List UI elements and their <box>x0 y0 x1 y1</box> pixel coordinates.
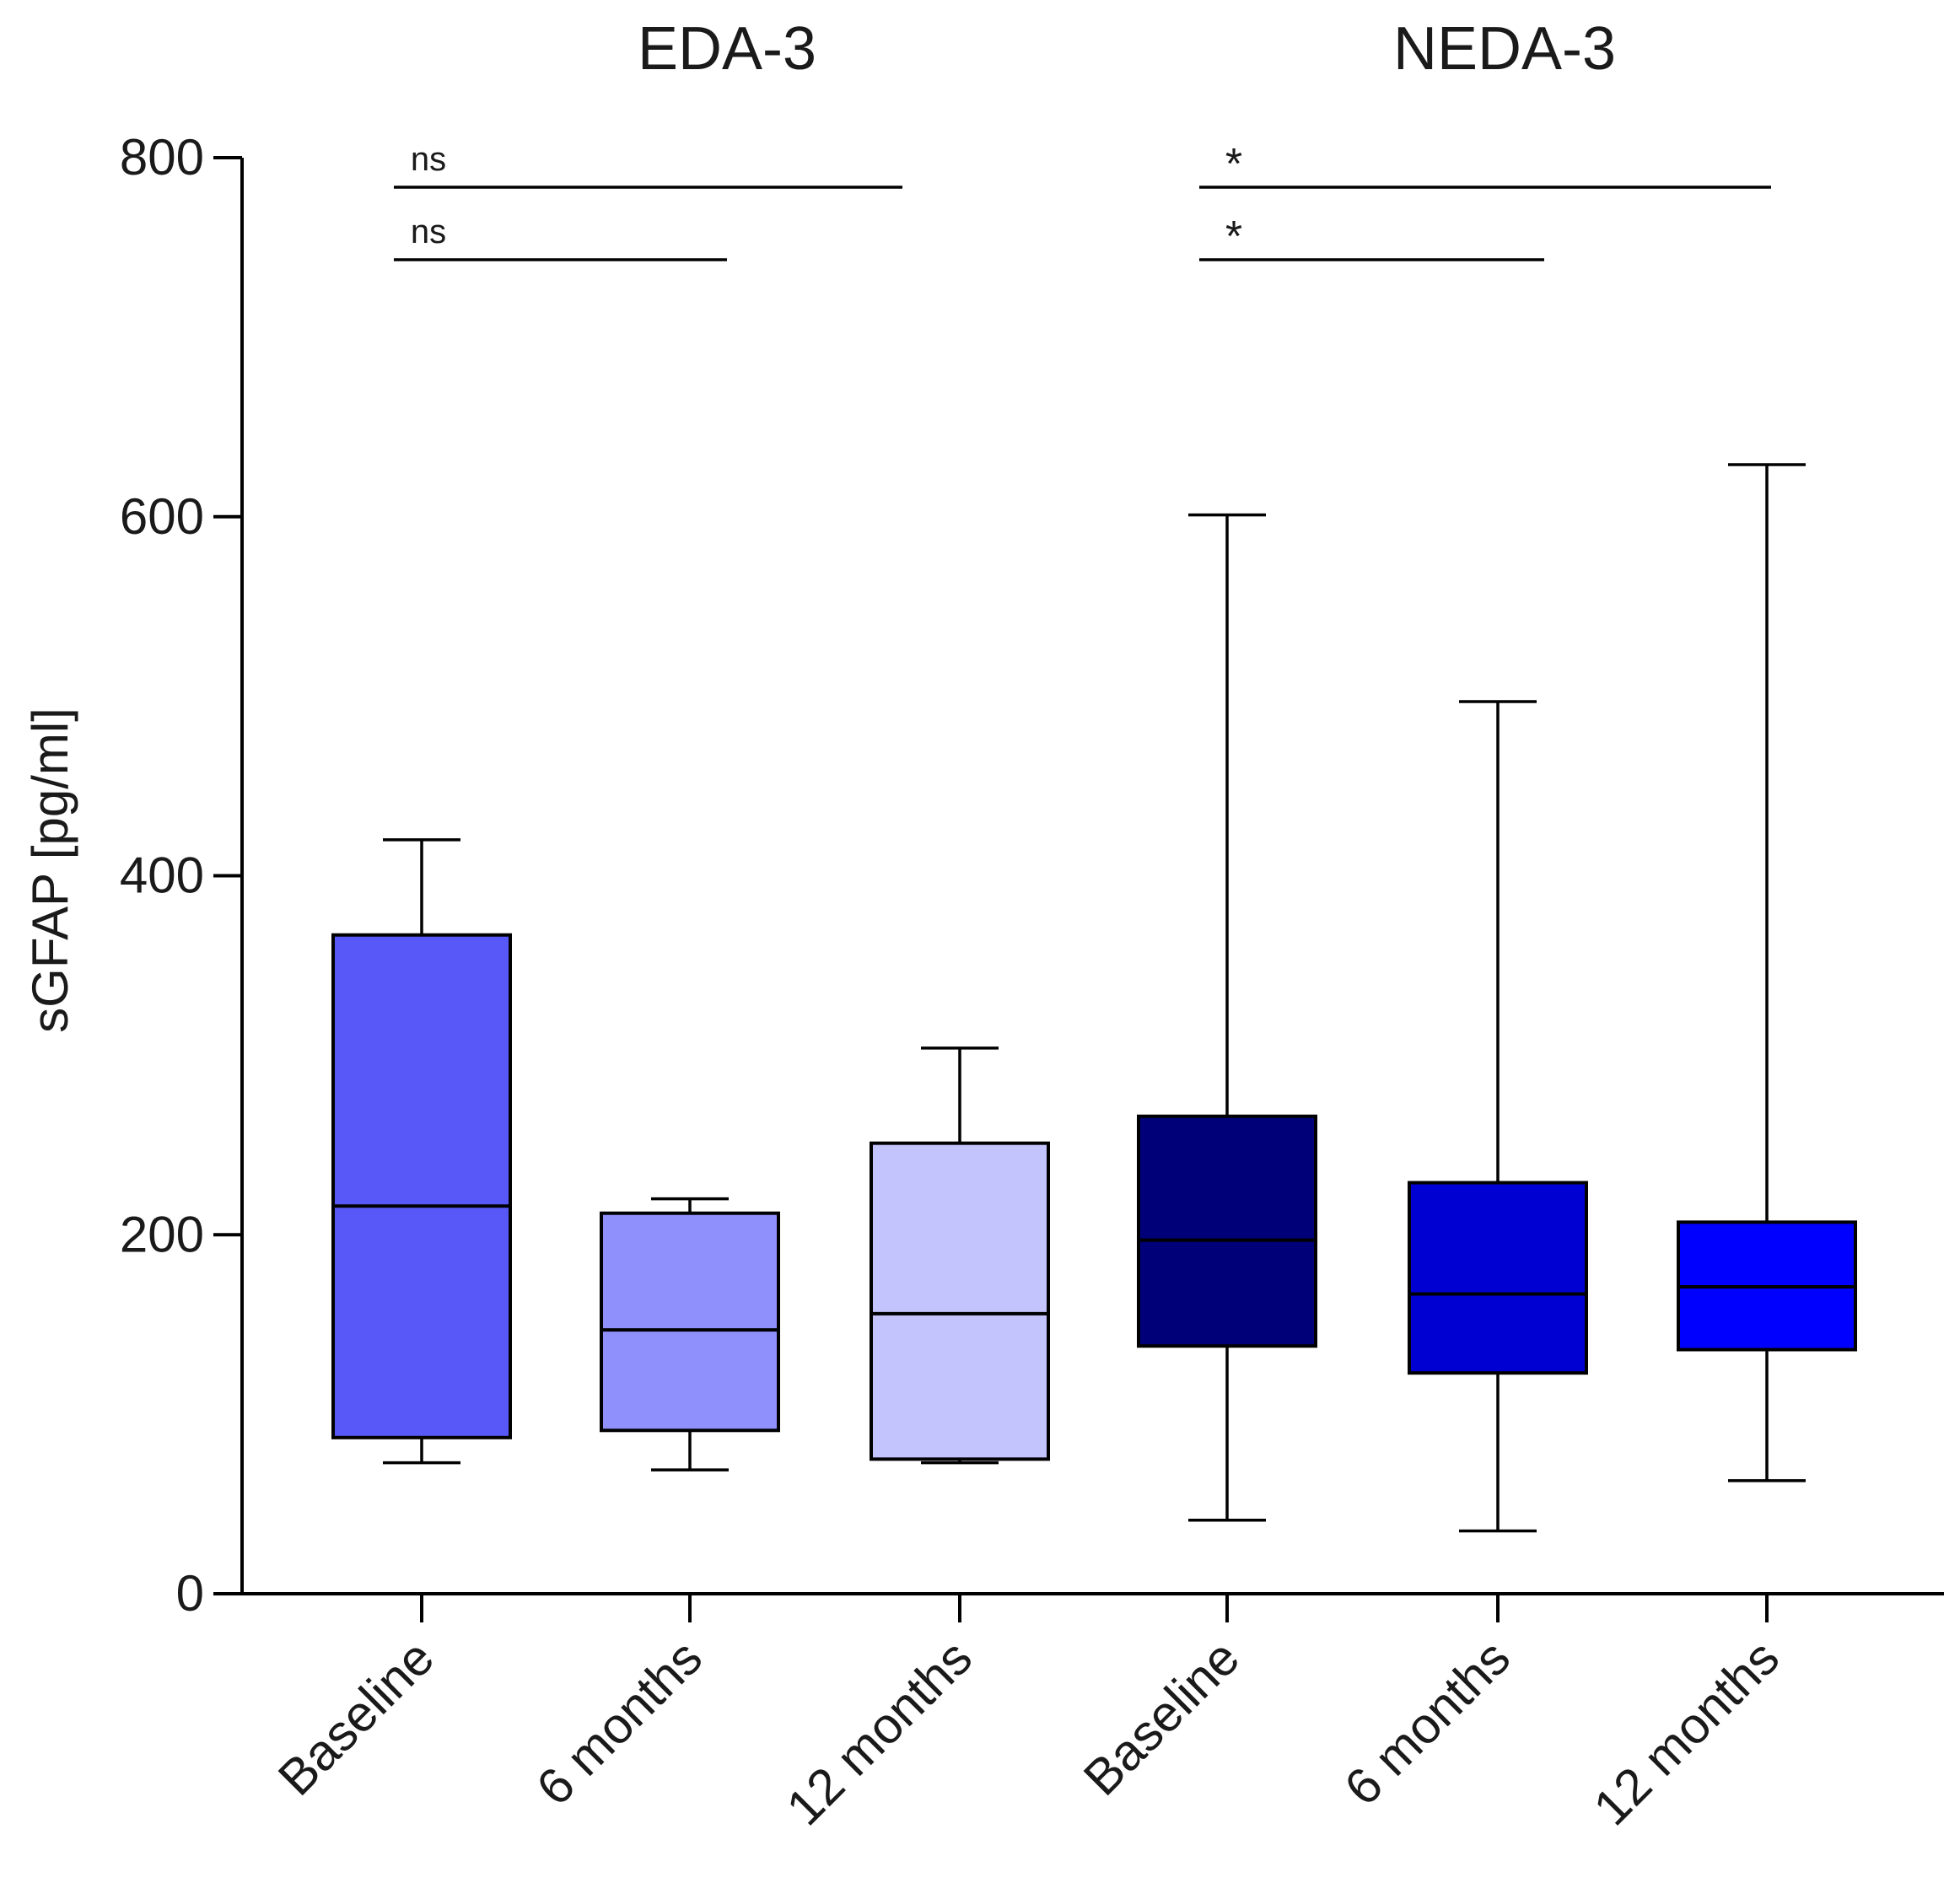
significance-label: ns <box>411 213 446 250</box>
y-tick-label: 800 <box>120 129 204 186</box>
group-labels: EDA-3 NEDA-3 <box>638 15 1616 83</box>
group-label: EDA-3 <box>638 15 816 83</box>
significance-label: * <box>1225 140 1242 189</box>
significance-annotations: ns ns * * <box>394 140 1771 261</box>
iqr-box <box>600 1211 780 1433</box>
x-tick-label: 6 months <box>525 1629 713 1816</box>
y-tick-label: 0 <box>176 1565 204 1622</box>
box-plot <box>1408 700 1588 1533</box>
box-plot <box>1137 513 1317 1522</box>
iqr-box <box>1137 1114 1317 1348</box>
iqr-box <box>331 933 512 1439</box>
x-tick-label: Baseline <box>267 1629 444 1806</box>
significance-label: * <box>1225 213 1242 261</box>
box-plot <box>870 1046 1050 1465</box>
y-axis-ticks: 0 200 400 600 800 <box>120 129 242 1622</box>
x-tick-label: 6 months <box>1333 1629 1521 1816</box>
box-series <box>331 463 1857 1533</box>
y-tick-label: 600 <box>120 488 204 545</box>
x-tick-label: Baseline <box>1073 1629 1250 1806</box>
iqr-box <box>870 1141 1050 1461</box>
x-tick-label: 12 months <box>1583 1629 1790 1836</box>
y-tick-label: 400 <box>120 847 204 904</box>
box-plot <box>1677 463 1857 1482</box>
y-axis-label: sGFAP [pg/ml] <box>22 707 78 1033</box>
significance-label: ns <box>411 141 446 178</box>
y-tick-label: 200 <box>120 1206 204 1262</box>
x-tick-label: 12 months <box>776 1629 983 1836</box>
iqr-box <box>1408 1181 1588 1375</box>
x-axis-ticks: Baseline 6 months 12 months Baseline 6 month… <box>267 1594 1790 1836</box>
box-plot <box>600 1197 780 1471</box>
group-label: NEDA-3 <box>1393 15 1616 83</box>
box-plot <box>331 838 512 1465</box>
